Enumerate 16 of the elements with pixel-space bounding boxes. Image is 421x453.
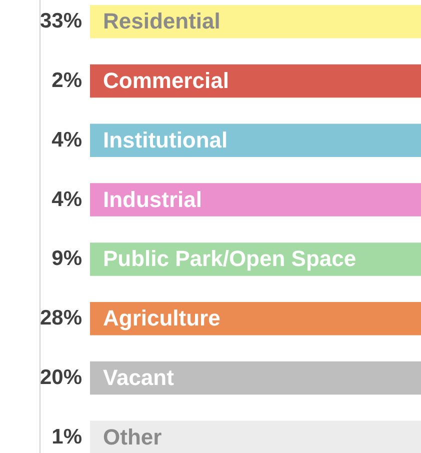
data-label: 1% (52, 425, 82, 448)
data-label: 2% (52, 69, 82, 92)
data-label: 9% (52, 247, 82, 270)
category-label: Institutional (103, 127, 228, 152)
category-label: Agriculture (103, 306, 220, 331)
category-label: Vacant (103, 364, 175, 390)
data-label: 28% (40, 306, 82, 330)
category-label: Residential (103, 8, 220, 34)
category-label: Industrial (103, 186, 202, 212)
data-label: 4% (52, 128, 82, 152)
category-label: Commercial (103, 68, 229, 94)
data-label: 4% (52, 188, 82, 211)
data-label: 33% (40, 10, 82, 33)
category-label: Other (103, 424, 162, 450)
category-label: Public Park/Open Space (103, 246, 356, 272)
data-label: 20% (40, 366, 82, 389)
